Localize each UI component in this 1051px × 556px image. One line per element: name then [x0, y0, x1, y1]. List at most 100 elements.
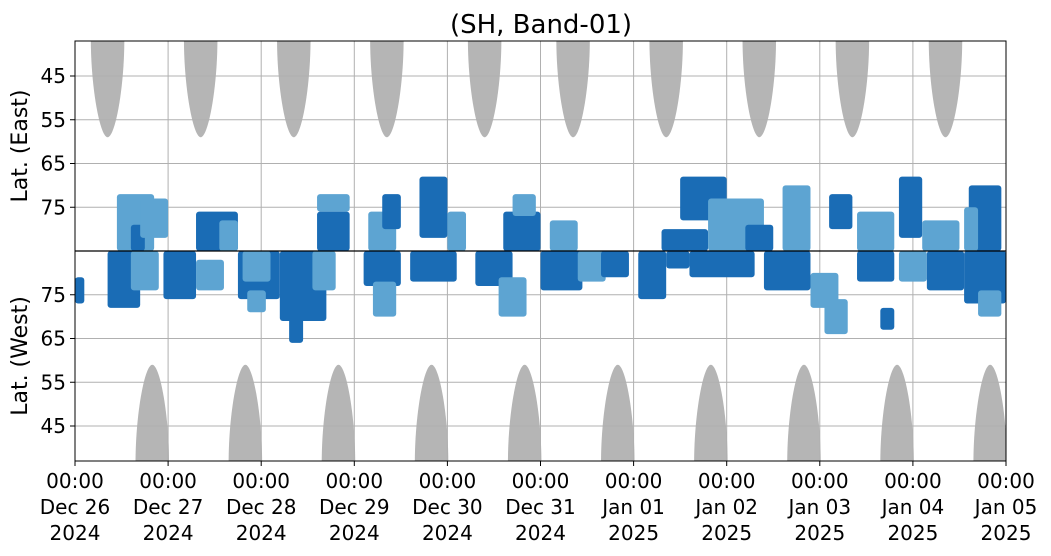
gridlines — [75, 41, 1006, 461]
x-tick-label-6-line-1: 00:00 — [605, 469, 663, 493]
x-tick-label-0-line-2: Dec 26 — [40, 495, 111, 519]
activity-patch-19 — [829, 194, 853, 230]
x-tick-label-1: 00:00 Dec 27 2024 — [133, 469, 204, 545]
x-tick-label-10-line-2: Jan 05 — [973, 495, 1038, 519]
activity-patch-52 — [898, 251, 927, 282]
activity-patch-36 — [363, 251, 401, 286]
x-tick-label-9-line-2: Jan 04 — [880, 495, 945, 519]
activity-patch-22 — [922, 220, 960, 251]
y-tick-label-west-65: 65 — [41, 327, 66, 351]
no-coverage-region-5 — [556, 41, 590, 138]
x-tick-label-6-line-2: Jan 01 — [600, 495, 665, 519]
no-coverage-region-18 — [880, 364, 914, 461]
y-axis-label-east: Lat. (East) — [8, 90, 33, 203]
x-tick-label-7-line-1: 00:00 — [698, 469, 756, 493]
x-tick-label-1-line-3: 2024 — [143, 521, 194, 545]
activity-patch-55 — [978, 290, 1002, 317]
activity-patch-50 — [857, 251, 895, 282]
activity-patch-8 — [382, 194, 401, 230]
activity-patch-51 — [880, 307, 895, 330]
y-axis-ticks: 45 45 55 55 65 65 75 75 — [41, 64, 75, 438]
no-coverage-region-14 — [507, 364, 542, 461]
x-tick-label-7-line-3: 2025 — [701, 521, 752, 545]
activity-patch-31 — [242, 251, 271, 282]
x-tick-label-8-line-2: Jan 03 — [786, 495, 851, 519]
x-tick-label-1-line-1: 00:00 — [139, 469, 197, 493]
no-coverage-region-3 — [370, 41, 404, 138]
x-tick-label-7-line-2: Jan 02 — [693, 495, 758, 519]
x-tick-label-4: 00:00 Dec 30 2024 — [412, 469, 483, 545]
x-tick-label-8-line-1: 00:00 — [791, 469, 849, 493]
x-tick-label-4-line-3: 2024 — [422, 521, 473, 545]
activity-patch-44 — [638, 251, 667, 300]
x-tick-label-9-line-3: 2025 — [887, 521, 938, 545]
y-tick-label-east-55: 55 — [41, 108, 66, 132]
x-tick-label-9: 00:00 Jan 04 2025 — [880, 469, 945, 545]
y-tick-label-west-55: 55 — [41, 370, 66, 394]
activity-patch-53 — [926, 251, 965, 291]
x-tick-label-5: 00:00 Dec 31 2024 — [505, 469, 576, 545]
x-tick-label-7: 00:00 Jan 02 2025 — [693, 469, 758, 545]
x-tick-label-6: 00:00 Jan 01 2025 — [600, 469, 665, 545]
activity-patch-29 — [196, 259, 224, 291]
activity-patch-45 — [666, 251, 690, 269]
activity-patch-21 — [898, 176, 923, 238]
activity-patch-5 — [317, 211, 350, 251]
activity-patch-32 — [247, 290, 266, 313]
activity-patch-35 — [312, 251, 336, 291]
x-tick-label-4-line-1: 00:00 — [419, 469, 477, 493]
x-tick-label-8-line-3: 2025 — [794, 521, 845, 545]
x-tick-label-2-line-2: Dec 28 — [226, 495, 297, 519]
activity-patch-41 — [540, 251, 583, 291]
x-tick-label-6-line-3: 2025 — [608, 521, 659, 545]
no-coverage-region-10 — [135, 364, 170, 461]
x-tick-label-0-line-3: 2024 — [50, 521, 101, 545]
activity-patch-18 — [782, 185, 811, 251]
activity-patch-40 — [498, 277, 527, 317]
no-coverage-region-2 — [277, 41, 311, 138]
no-coverage-region-9 — [928, 41, 963, 138]
x-tick-label-2-line-3: 2024 — [236, 521, 287, 545]
x-tick-label-9-line-1: 00:00 — [884, 469, 942, 493]
activity-patch-6 — [317, 194, 350, 212]
no-coverage-region-11 — [228, 364, 263, 461]
x-tick-label-10-line-1: 00:00 — [977, 469, 1035, 493]
no-coverage-region-17 — [787, 364, 821, 461]
activity-patch-47 — [763, 251, 811, 291]
no-coverage-region-4 — [467, 41, 502, 138]
x-tick-label-4-line-2: Dec 30 — [412, 495, 483, 519]
x-tick-label-5-line-3: 2024 — [515, 521, 566, 545]
no-coverage-region-7 — [742, 41, 777, 138]
no-coverage-region-15 — [601, 364, 635, 461]
no-coverage-region-12 — [321, 364, 356, 461]
x-tick-label-8: 00:00 Jan 03 2025 — [786, 469, 851, 545]
activity-patch-20 — [857, 211, 895, 251]
plot-area — [74, 40, 1007, 462]
activity-patch-43 — [601, 251, 629, 278]
y-tick-label-east-75: 75 — [41, 195, 66, 219]
y-axis-label-west: Lat. (West) — [8, 296, 33, 416]
x-tick-label-10-line-3: 2025 — [981, 521, 1032, 545]
activity-patch-14 — [661, 229, 709, 251]
activity-patch-38 — [410, 251, 457, 282]
no-coverage-region-16 — [694, 364, 728, 461]
activity-patch-11 — [503, 211, 541, 251]
activity-patch-49 — [824, 299, 848, 335]
activity-patch-25 — [75, 277, 85, 304]
no-coverage-region-0 — [90, 41, 125, 138]
x-tick-label-3-line-2: Dec 29 — [319, 495, 390, 519]
no-coverage-region-13 — [414, 364, 449, 461]
x-tick-label-3-line-3: 2024 — [329, 521, 380, 545]
activity-patch-2 — [140, 198, 169, 238]
no-coverage-region-6 — [649, 41, 683, 138]
activity-patch-46 — [689, 251, 755, 278]
x-tick-label-3-line-1: 00:00 — [325, 469, 383, 493]
y-tick-label-west-45: 45 — [41, 414, 66, 438]
x-tick-label-2-line-1: 00:00 — [232, 469, 290, 493]
x-tick-label-5-line-1: 00:00 — [512, 469, 570, 493]
activity-patch-9 — [419, 176, 448, 238]
activity-patch-12 — [512, 194, 536, 216]
x-tick-label-3: 00:00 Dec 29 2024 — [319, 469, 390, 545]
